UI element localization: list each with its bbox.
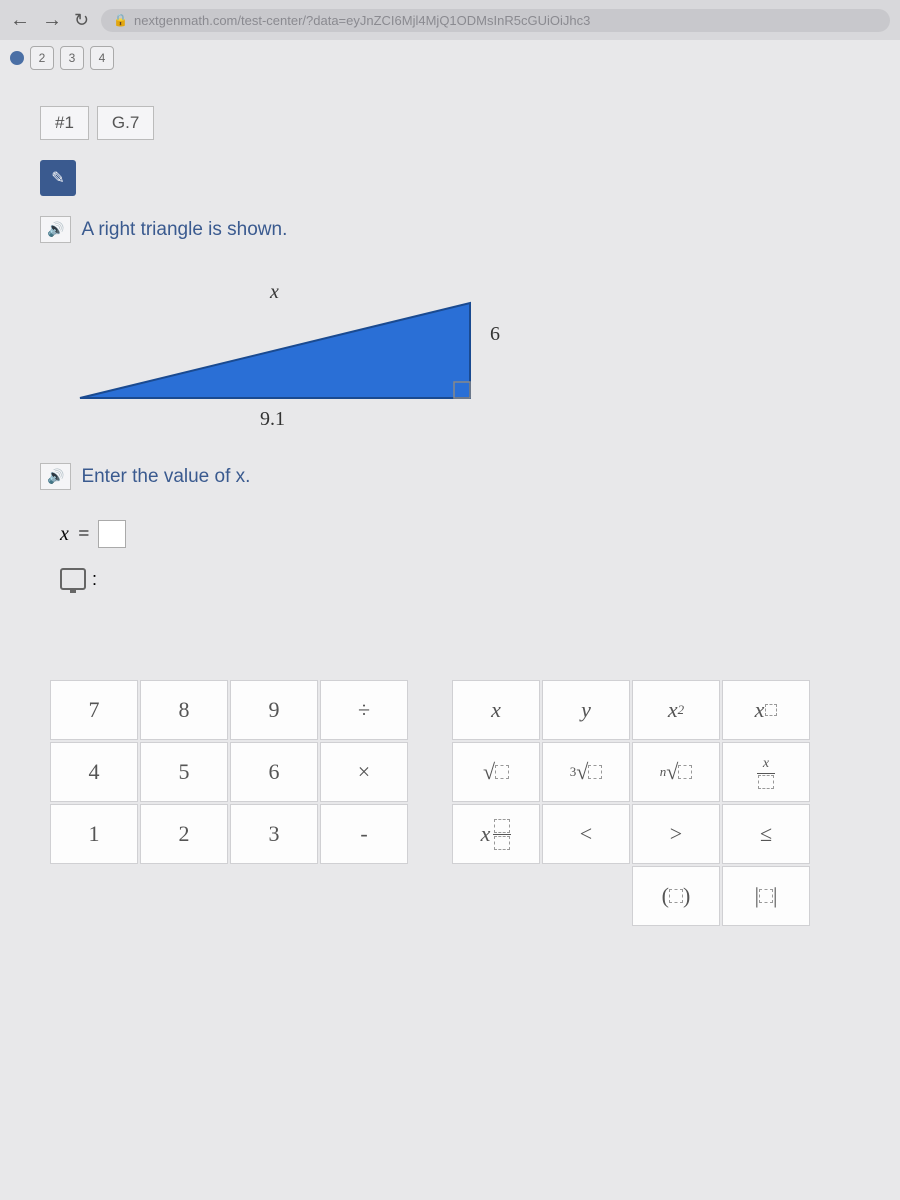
tab-2[interactable]: 2 — [30, 46, 54, 70]
key-y[interactable]: y — [542, 680, 630, 740]
question-header: #1 G.7 — [40, 106, 860, 140]
keypad-row-3: 1 2 3 - x < > ≤ — [50, 804, 850, 864]
spacer — [410, 804, 450, 864]
device-icon[interactable] — [60, 568, 86, 590]
key-x-power[interactable]: x — [722, 680, 810, 740]
device-colon: : — [92, 569, 97, 590]
keypad-row-1: 7 8 9 ÷ x y x2 x — [50, 680, 850, 740]
keypad-row-4: () || — [50, 866, 850, 926]
key-1[interactable]: 1 — [50, 804, 138, 864]
device-row: : — [60, 568, 860, 590]
key-nroot[interactable]: n√ — [632, 742, 720, 802]
key-minus[interactable]: - — [320, 804, 408, 864]
prompt-row-2: 🔊 Enter the value of x. — [40, 463, 860, 490]
key-less-eq[interactable]: ≤ — [722, 804, 810, 864]
lock-icon: 🔒 — [113, 13, 128, 27]
question-number: #1 — [40, 106, 89, 140]
key-7[interactable]: 7 — [50, 680, 138, 740]
key-5[interactable]: 5 — [140, 742, 228, 802]
refresh-button[interactable]: ↻ — [74, 10, 89, 31]
triangle-svg — [70, 263, 490, 423]
spacer — [410, 866, 450, 926]
key-x[interactable]: x — [452, 680, 540, 740]
answer-variable: x — [60, 523, 69, 546]
question-standard: G.7 — [97, 106, 154, 140]
key-multiply[interactable]: × — [320, 742, 408, 802]
key-x-over[interactable]: x — [722, 742, 810, 802]
browser-toolbar: ← → ↻ 🔒 nextgenmath.com/test-center/?dat… — [0, 0, 900, 40]
keypad: 7 8 9 ÷ x y x2 x 4 5 6 × √ 3√ n√ x 1 2 3… — [40, 670, 860, 938]
audio-icon[interactable]: 🔊 — [40, 463, 71, 490]
key-cbrt[interactable]: 3√ — [542, 742, 630, 802]
triangle-figure: x 6 9.1 — [70, 263, 570, 443]
key-x-squared[interactable]: x2 — [632, 680, 720, 740]
key-4[interactable]: 4 — [50, 742, 138, 802]
active-tab-dot[interactable] — [10, 51, 24, 65]
key-2[interactable]: 2 — [140, 804, 228, 864]
key-less-than[interactable]: < — [542, 804, 630, 864]
answer-row: x = — [60, 520, 860, 548]
key-9[interactable]: 9 — [230, 680, 318, 740]
tab-4[interactable]: 4 — [90, 46, 114, 70]
keypad-row-2: 4 5 6 × √ 3√ n√ x — [50, 742, 850, 802]
spacer — [410, 680, 450, 740]
url-text: nextgenmath.com/test-center/?data=eyJnZC… — [134, 13, 590, 28]
key-6[interactable]: 6 — [230, 742, 318, 802]
key-divide[interactable]: ÷ — [320, 680, 408, 740]
tab-3[interactable]: 3 — [60, 46, 84, 70]
triangle-label-x: x — [270, 281, 279, 304]
key-greater-than[interactable]: > — [632, 804, 720, 864]
prompt-row-1: 🔊 A right triangle is shown. — [40, 216, 860, 243]
browser-tabs: 2 3 4 — [0, 40, 900, 76]
forward-button[interactable]: → — [42, 9, 62, 32]
key-sqrt[interactable]: √ — [452, 742, 540, 802]
key-mixed-frac[interactable]: x — [452, 804, 540, 864]
answer-input[interactable] — [98, 520, 126, 548]
key-8[interactable]: 8 — [140, 680, 228, 740]
prompt-text-1: A right triangle is shown. — [81, 219, 287, 241]
url-bar[interactable]: 🔒 nextgenmath.com/test-center/?data=eyJn… — [101, 9, 890, 32]
spacer — [410, 742, 450, 802]
key-abs[interactable]: || — [722, 866, 810, 926]
key-3[interactable]: 3 — [230, 804, 318, 864]
prompt-text-2: Enter the value of x. — [81, 466, 250, 488]
key-parens[interactable]: () — [632, 866, 720, 926]
question-content: #1 G.7 ✎ 🔊 A right triangle is shown. x … — [0, 76, 900, 968]
back-button[interactable]: ← — [10, 9, 30, 32]
triangle-label-6: 6 — [490, 323, 500, 346]
edit-button[interactable]: ✎ — [40, 160, 76, 196]
audio-icon[interactable]: 🔊 — [40, 216, 71, 243]
triangle-label-base: 9.1 — [260, 408, 285, 431]
answer-equals: = — [77, 523, 91, 546]
